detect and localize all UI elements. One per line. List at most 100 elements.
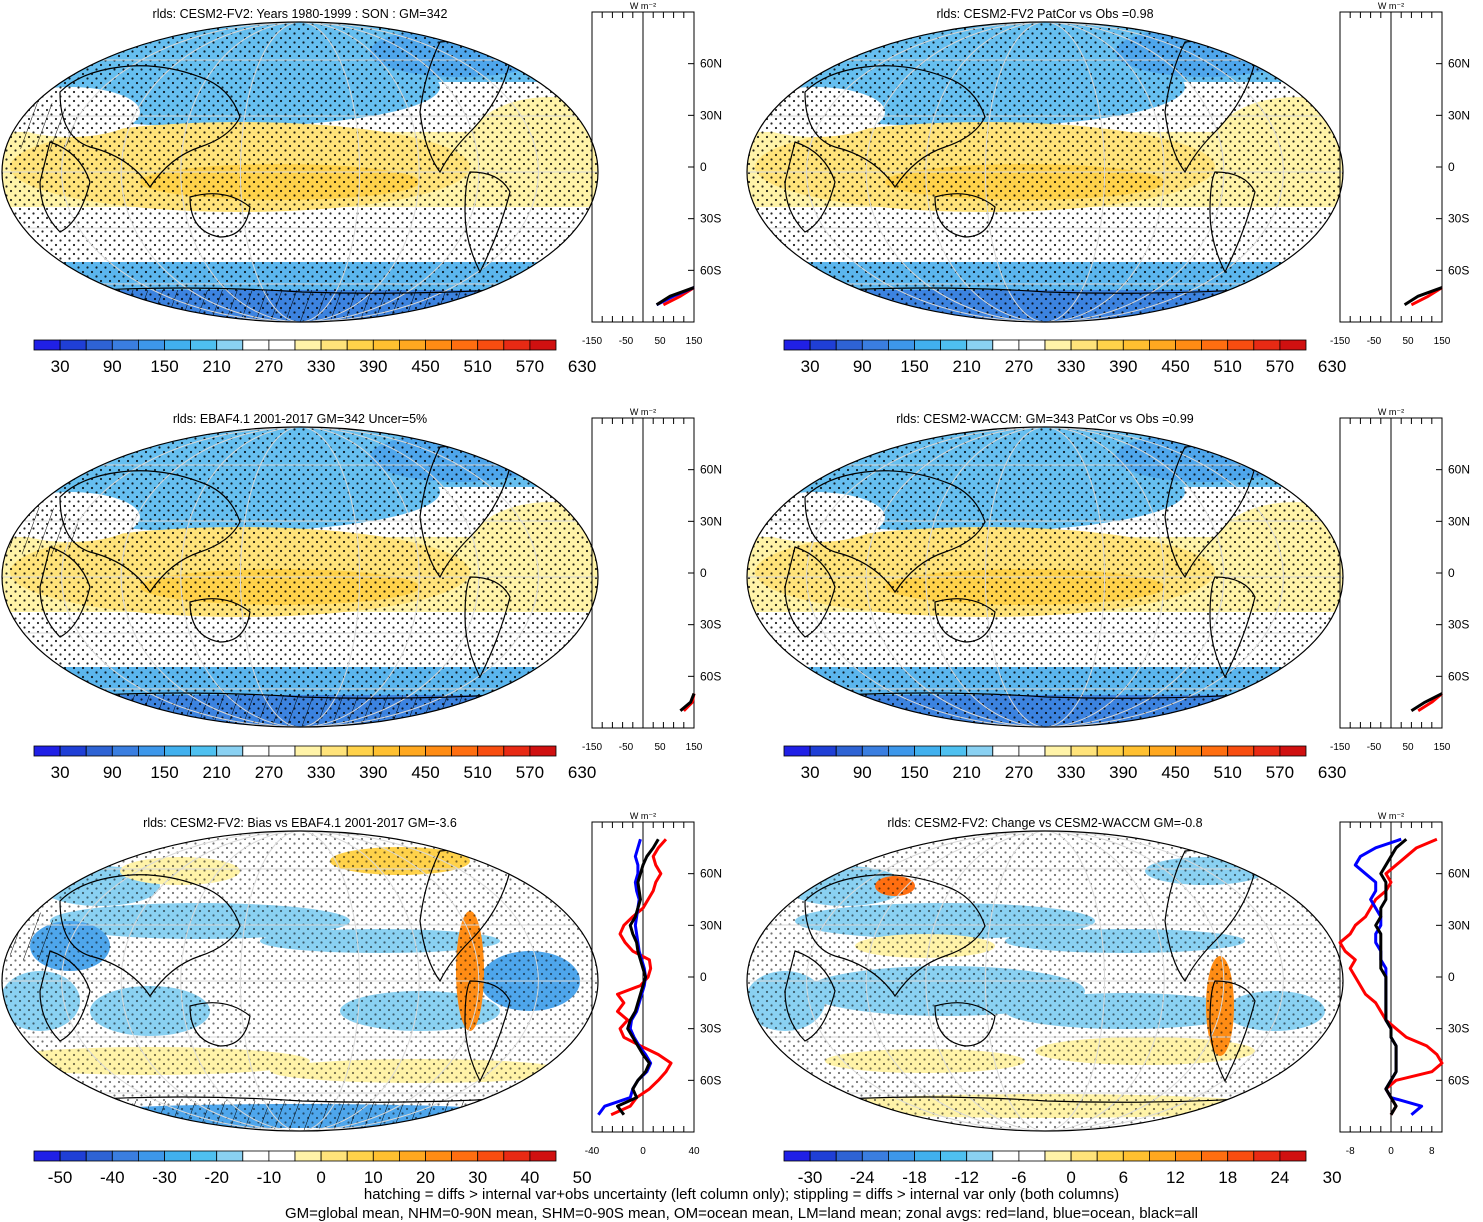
colorbar-swatch	[503, 1150, 531, 1162]
colorbar-swatch	[346, 1150, 374, 1162]
colorbar-tick-label: 450	[1161, 357, 1189, 376]
colorbar-tick-label: 10	[364, 1168, 383, 1187]
colorbar-swatch	[861, 339, 889, 351]
colorbar-swatch	[190, 339, 218, 351]
colorbar-swatch	[372, 745, 400, 757]
colorbar-swatch	[190, 1150, 218, 1162]
colorbar: 30 90 150 210 270 330 390 450 510 570 630	[783, 339, 1346, 376]
colorbar-tick-label: 510	[1214, 763, 1242, 782]
colorbar-swatch	[59, 745, 87, 757]
zonal-x-tick-label: 8	[1429, 1146, 1435, 1157]
colorbar-tick-label: -12	[954, 1168, 979, 1187]
zonal-line-all	[1403, 286, 1443, 307]
colorbar-swatch	[59, 1150, 87, 1162]
colorbar-tick-label: 90	[853, 763, 872, 782]
coast-africa	[784, 546, 836, 638]
zonal-units: W m⁻²	[630, 811, 656, 821]
coast-eurasia	[59, 65, 241, 189]
colorbar-tick-label: -20	[204, 1168, 229, 1187]
coast-eurasia	[804, 470, 986, 594]
colorbar-swatch	[1201, 339, 1229, 351]
colorbar-swatch	[398, 1150, 426, 1162]
colorbar-swatch	[529, 745, 557, 757]
hatching-africa	[2, 102, 80, 152]
colorbar-swatch	[425, 339, 453, 351]
colorbar-swatch	[835, 339, 863, 351]
zonal-y-tick-label: 60S	[700, 1073, 721, 1087]
zonal-x-tick-label: 150	[686, 336, 703, 347]
colorbar-swatch	[59, 339, 87, 351]
zonal-x-tick-label: -150	[1330, 336, 1350, 347]
zonal-y-tick-label: 0	[1448, 566, 1455, 580]
colorbar-swatch	[33, 745, 61, 757]
longitude-line	[180, 22, 420, 322]
colorbar-swatch	[111, 339, 139, 351]
colorbar-tick-label: 150	[150, 357, 178, 376]
zonal-x-tick-label: 50	[654, 336, 666, 347]
colorbar: 30 90 150 210 270 330 390 450 510 570 630	[33, 339, 596, 376]
colorbar-tick-label: 0	[1066, 1168, 1075, 1187]
colorbar-tick-label: 330	[307, 357, 335, 376]
panel-title: rlds: CESM2-FV2: Change vs CESM2-WACCM G…	[887, 816, 1202, 830]
zonal-y-tick-label: 30S	[1448, 618, 1469, 632]
colorbar-swatch	[425, 745, 453, 757]
zonal-x-tick-label: -150	[582, 742, 602, 753]
map-field	[747, 22, 1343, 322]
coast-australia	[934, 1002, 996, 1047]
coast-eurasia	[804, 65, 986, 189]
hatching-africa	[2, 911, 60, 961]
colorbar-swatch	[529, 1150, 557, 1162]
colorbar-tick-label: 330	[307, 763, 335, 782]
colorbar-tick-label: 0	[316, 1168, 325, 1187]
zonal-x-tick-label: -40	[585, 1146, 600, 1157]
longitude-line	[61, 22, 539, 322]
map-field	[747, 427, 1343, 727]
zonal-x-tick-label: 50	[1402, 336, 1414, 347]
zonal-mean-panel: W m⁻² -150 -50 50 150 60N 30N 0 30S 60S	[1330, 407, 1470, 753]
colorbar-swatch	[216, 1150, 244, 1162]
colorbar-swatch	[477, 339, 505, 351]
colorbar-swatch	[164, 339, 192, 351]
colorbar-tick-label: 30	[1323, 1168, 1342, 1187]
colorbar-swatch	[137, 1150, 165, 1162]
colorbar-swatch	[372, 339, 400, 351]
colorbar-tick-label: 570	[516, 357, 544, 376]
longitude-line	[806, 831, 1284, 1131]
panel-1: rlds: CESM2-FV2: Years 1980-1999 : SON :…	[1, 1, 722, 376]
zonal-y-tick-label: 30N	[700, 918, 722, 932]
colorbar-swatch	[992, 745, 1020, 757]
colorbar-swatch	[1279, 1150, 1307, 1162]
colorbar-swatch	[888, 1150, 915, 1162]
longitude-line	[239, 831, 361, 1131]
colorbar-swatch	[835, 745, 863, 757]
colorbar-swatch	[529, 339, 557, 351]
colorbar-tick-label: -10	[257, 1168, 282, 1187]
zonal-y-tick-label: 30N	[700, 514, 722, 528]
colorbar-swatch	[1279, 745, 1307, 757]
colorbar-swatch	[1096, 1150, 1124, 1162]
colorbar-swatch	[783, 339, 811, 351]
coast-south-america	[1209, 980, 1256, 1083]
zonal-y-tick-label: 30S	[1448, 1022, 1469, 1036]
colorbar-swatch	[294, 339, 322, 351]
colorbar-swatch	[992, 339, 1020, 351]
zonal-line-all	[616, 838, 660, 1116]
colorbar: -50 -40 -30 -20 -10 0 10 20 30 40 50	[33, 1150, 592, 1187]
colorbar-tick-label: 450	[1161, 763, 1189, 782]
colorbar-tick-label: 150	[900, 763, 928, 782]
longitude-line	[239, 22, 361, 322]
colorbar-tick-label: 570	[1266, 357, 1294, 376]
colorbar-swatch	[320, 745, 348, 757]
colorbar-swatch	[477, 1150, 505, 1162]
colorbar-swatch	[1201, 1150, 1229, 1162]
colorbar-swatch	[1070, 339, 1098, 351]
colorbar-tick-label: 390	[359, 763, 387, 782]
panel-title: rlds: CESM2-FV2: Bias vs EBAF4.1 2001-20…	[143, 816, 457, 830]
colorbar-tick-label: 30	[801, 763, 820, 782]
zonal-x-tick-label: 50	[654, 742, 666, 753]
colorbar-tick-label: 24	[1270, 1168, 1289, 1187]
zonal-line-all	[1410, 692, 1443, 713]
zonal-y-tick-label: 0	[700, 160, 707, 174]
colorbar-tick-label: 570	[516, 763, 544, 782]
